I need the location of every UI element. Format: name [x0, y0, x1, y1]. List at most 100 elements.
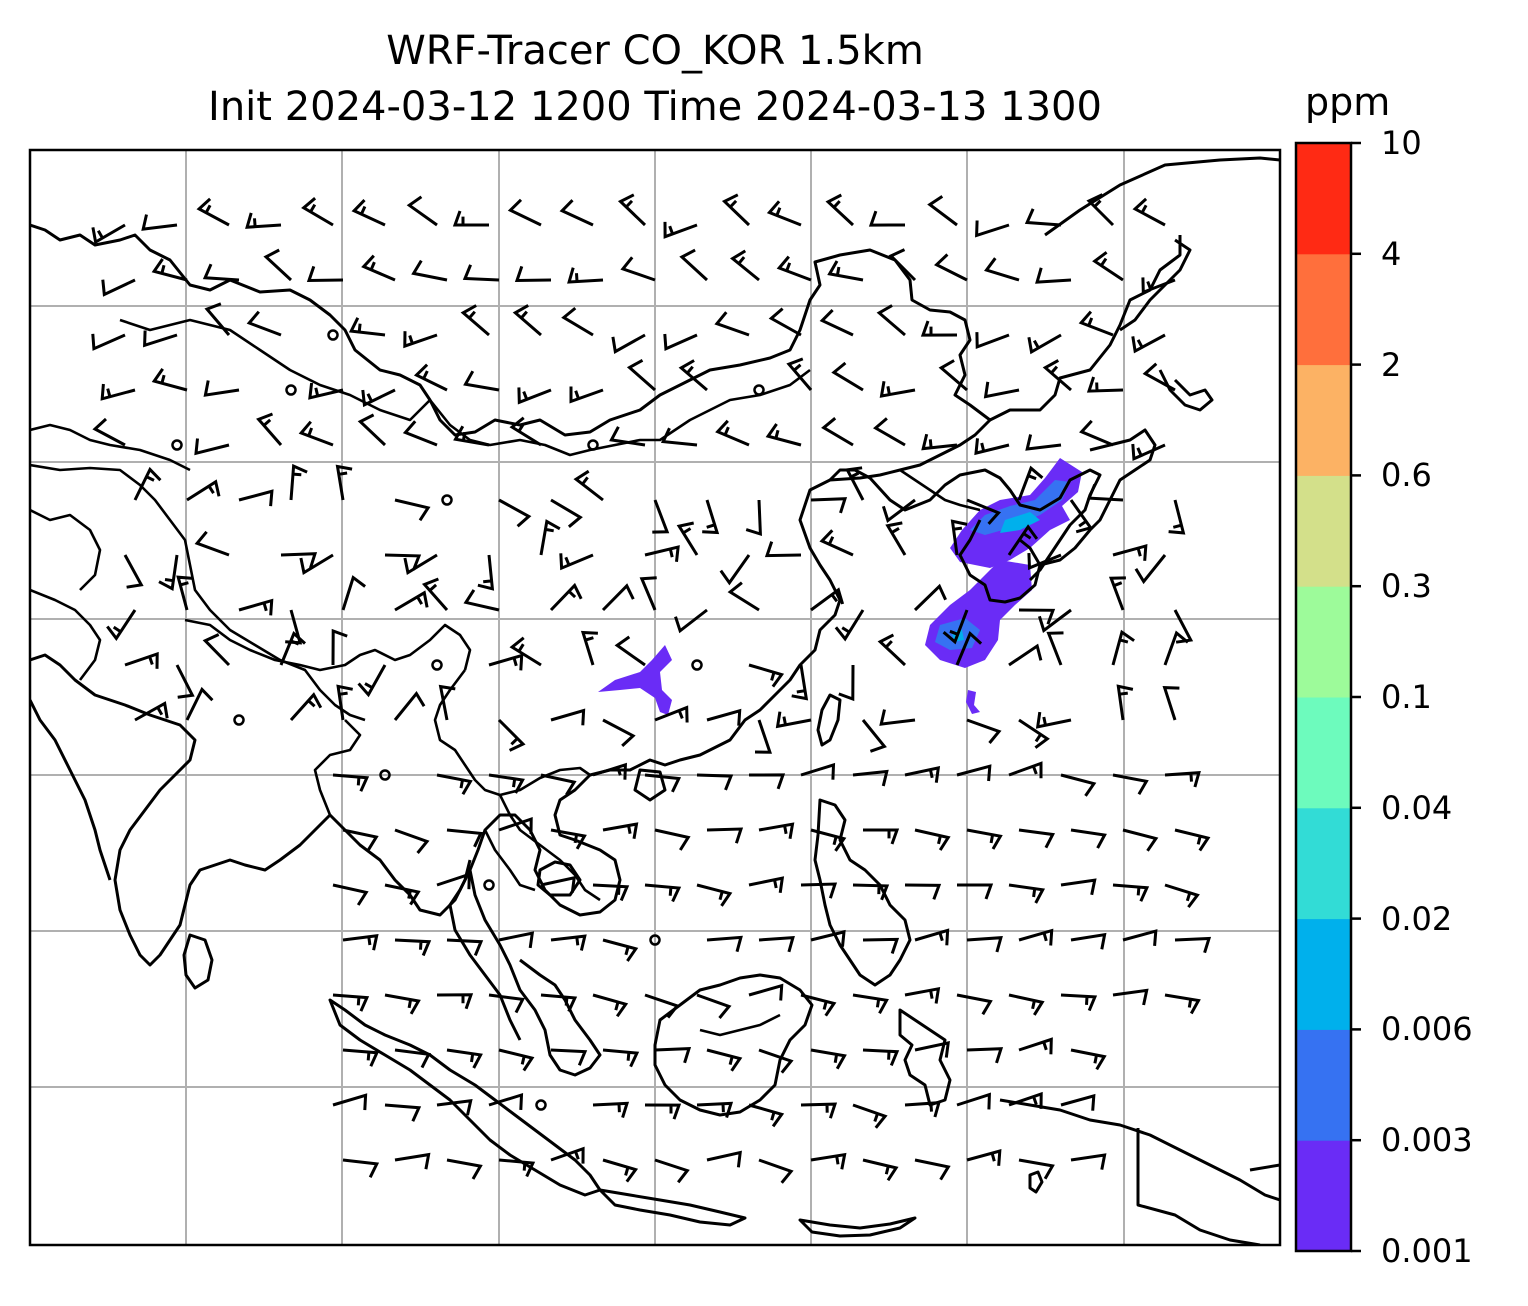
colorbar-tick-label: 0.02 — [1381, 899, 1453, 938]
wind-barb — [862, 1158, 899, 1182]
wind-barb — [550, 498, 583, 528]
wind-barb — [714, 311, 750, 337]
wind-barb — [862, 1048, 900, 1066]
wind-barb — [654, 705, 689, 723]
wind-barb — [446, 938, 484, 956]
wind-calm-circle — [535, 1099, 547, 1111]
wind-barb — [956, 1092, 991, 1110]
wind-barb — [498, 816, 533, 835]
wind-barb — [791, 664, 809, 701]
wind-barb — [1168, 499, 1186, 535]
wind-calm-circle — [441, 494, 453, 506]
wind-barb — [384, 993, 421, 1015]
wind-barb — [862, 937, 900, 954]
wind-barb — [202, 633, 231, 667]
wind-barb — [1174, 936, 1212, 954]
wind-barb — [100, 383, 136, 401]
wind-barb — [357, 413, 387, 447]
coast-sri-lanka — [182, 933, 214, 990]
coast-sumatra — [328, 998, 602, 1197]
wind-barb — [927, 195, 958, 227]
wind-barb — [758, 822, 795, 840]
wind-barb — [351, 199, 386, 227]
colorbar-swatch — [1296, 586, 1351, 698]
wind-barb — [904, 883, 942, 900]
wind-barb — [394, 1048, 431, 1069]
wind-barb — [1007, 524, 1039, 556]
wind-barb — [331, 628, 348, 666]
wind-barb — [263, 248, 293, 282]
border-afghan — [30, 508, 102, 591]
wind-barb — [413, 363, 448, 392]
wind-barb — [748, 876, 785, 894]
wind-barb — [674, 608, 708, 634]
wind-barb — [1018, 718, 1050, 749]
coast-sulawesi — [898, 1008, 952, 1107]
wind-barb — [955, 631, 983, 666]
wind-barb — [644, 1103, 682, 1120]
wind-barb — [1008, 993, 1045, 1016]
wind-barb — [158, 554, 179, 592]
wind-barb — [394, 498, 431, 522]
wind-barb — [879, 381, 916, 398]
wind-barb — [758, 935, 795, 953]
wind-barb — [592, 1101, 630, 1119]
wind-barb — [403, 553, 438, 575]
wind-barb — [1173, 609, 1194, 644]
colorbar-tick-label: 2 — [1381, 345, 1402, 384]
wind-barb — [663, 221, 698, 239]
wind-barb — [1112, 883, 1150, 902]
wind-barb — [696, 993, 732, 1019]
wind-barb — [196, 197, 230, 227]
wind-barb — [913, 583, 947, 612]
coast-japan-main — [1039, 428, 1157, 567]
wind-barb — [800, 993, 837, 1017]
wind-barb — [462, 264, 500, 282]
plume-china-inland — [598, 645, 672, 715]
wind-barb — [1131, 443, 1166, 462]
wind-barb — [438, 684, 456, 721]
wind-barb — [436, 872, 471, 890]
wind-barb — [966, 498, 1002, 525]
wind-barb — [1035, 267, 1072, 284]
wind-barb — [569, 386, 604, 404]
wind-barb — [332, 883, 369, 906]
map-title-line2: Init 2024-03-12 1200 Time 2024-03-13 130… — [208, 84, 1102, 130]
colorbar-tick-label: 0.1 — [1381, 678, 1432, 716]
wind-barb — [844, 466, 865, 501]
wind-barb — [498, 1048, 535, 1072]
wind-barb — [863, 828, 900, 845]
wind-calm-circle — [379, 769, 391, 781]
wind-barb — [1035, 711, 1072, 729]
wind-barb — [1131, 333, 1166, 354]
wind-barb — [800, 882, 838, 899]
wind-barb — [342, 933, 379, 951]
wind-barb — [497, 718, 526, 752]
wind-barb — [1069, 499, 1094, 534]
wind-barb — [942, 609, 969, 645]
wind-barb — [602, 822, 639, 839]
wind-barb — [729, 249, 760, 282]
wind-barb — [696, 883, 733, 907]
wind-barb — [539, 519, 561, 556]
wind-barb — [332, 993, 370, 1012]
wind-barb — [1163, 630, 1189, 666]
wind-barb — [852, 1103, 888, 1129]
wind-calm-circle — [171, 439, 183, 451]
wind-barb — [1025, 434, 1062, 451]
wind-barb — [966, 828, 1003, 850]
wind-barb — [488, 773, 525, 794]
wind-barb — [550, 1146, 585, 1164]
wind-barb — [754, 719, 773, 754]
wind-barb — [748, 663, 785, 688]
colorbar-tick-label: 4 — [1381, 234, 1402, 273]
colorbar-tick-label: 0.04 — [1381, 788, 1453, 827]
wind-barb — [766, 200, 802, 227]
wind-barb — [141, 214, 178, 231]
wind-barb — [810, 1152, 847, 1170]
coast-island-2 — [1249, 1163, 1280, 1172]
wind-barb — [1060, 773, 1097, 797]
wind-barb — [394, 1152, 431, 1170]
wind-barb — [810, 497, 848, 514]
wind-barb — [550, 934, 587, 951]
